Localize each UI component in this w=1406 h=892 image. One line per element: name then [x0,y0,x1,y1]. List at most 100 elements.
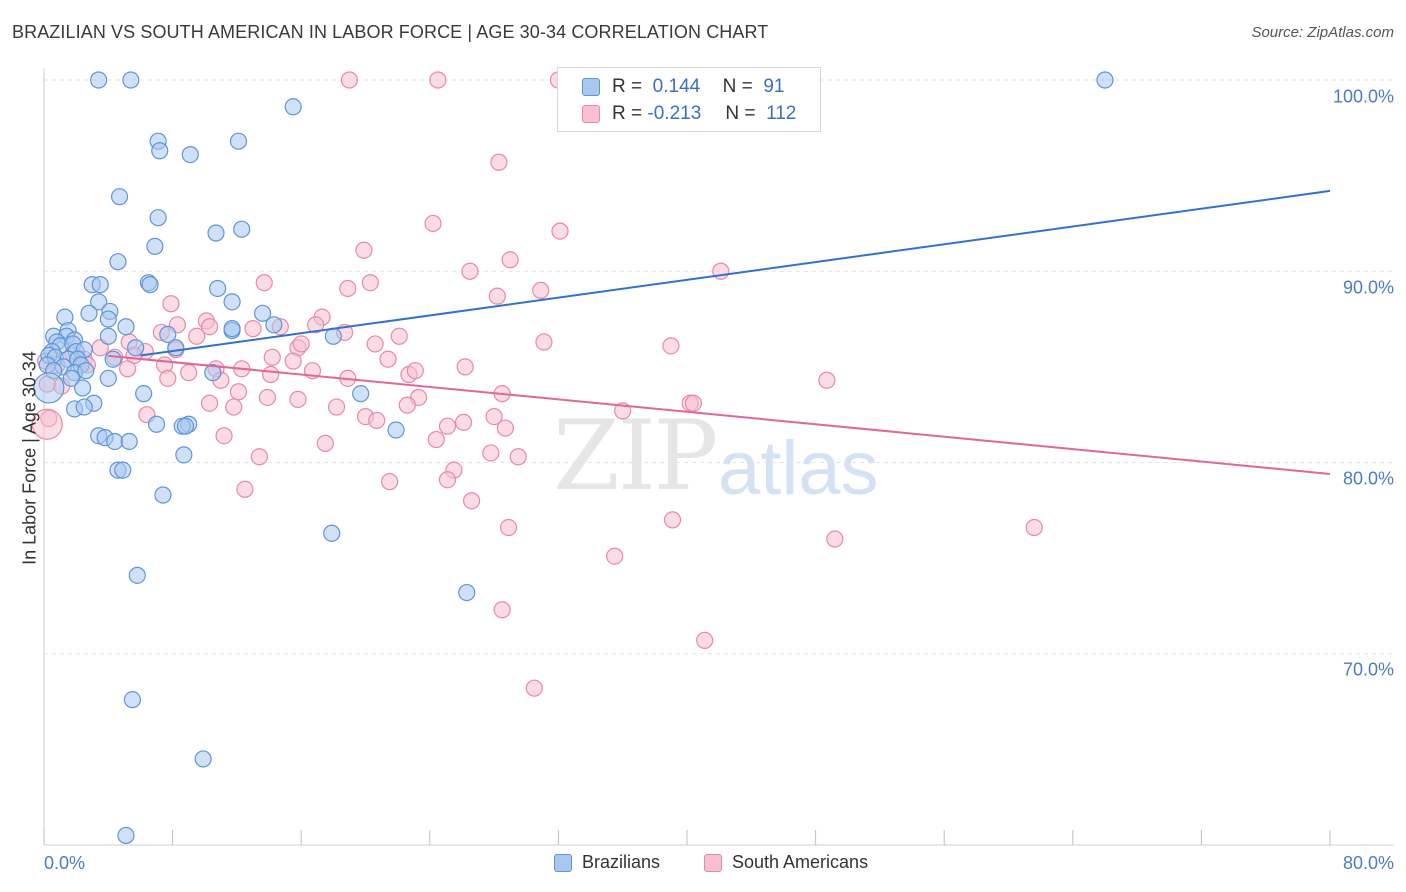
brazilian-point [229,132,248,150]
south-american-point [229,383,248,401]
south-american-point [406,362,424,380]
brazilian-point [167,339,185,357]
y-tick-90: 90.0% [1342,277,1394,298]
south-american-point [606,547,624,565]
legend-r-label: R = [612,103,643,124]
brazilian-point [127,339,145,357]
south-american-point [236,480,254,498]
brazilian-point [194,750,212,768]
south-americans-legend-swatch [704,853,722,872]
south-americans-points [31,71,1043,697]
watermark-atlas: atlas [718,426,879,511]
brazilian-point [209,279,227,298]
brazilian-point [114,461,132,479]
brazilian-point [117,318,135,336]
south-american-point [225,398,243,416]
brazilian-point [99,327,117,345]
south-american-point [462,492,481,510]
south-american-point [485,408,503,426]
south-american-point [490,153,508,171]
south-american-point [438,417,457,435]
brazilian-point [99,310,117,328]
brazilian-point [120,432,138,451]
south-americans-legend-label: South Americans [732,852,869,872]
south-american-point [493,601,511,619]
brazilian-point [77,362,95,380]
brazilian-point [117,826,135,845]
brazilian-point [90,71,108,89]
brazilians-swatch [582,78,600,96]
south-american-point [361,274,379,292]
brazilian-point [141,276,159,294]
brazilian-point [181,145,199,164]
south-american-point [398,396,416,414]
south-american-point [379,350,397,368]
south-americans-swatch [582,105,600,123]
south-american-point [366,335,384,353]
south-americans-trend-line [108,354,1331,475]
south-american-point [258,388,277,407]
south-american-point [180,364,198,382]
south-american-point [263,348,281,366]
brazilian-point [254,304,272,322]
bottom-legend-brazilians: Brazilians [554,852,660,873]
bottom-legend-south-americans: South Americans [704,852,868,873]
south-american-point [525,679,543,697]
x-tick-max: 80.0% [1342,853,1394,873]
south-american-point [250,448,269,466]
brazilians-legend-swatch [554,853,572,872]
brazilian-point [223,320,241,338]
brazilian-point [91,276,109,294]
south-american-point [162,295,180,313]
brazilian-point [1096,71,1114,89]
legend-r-south-americans: -0.213 [647,103,702,124]
brazilian-point [233,220,251,238]
south-american-point [501,251,519,269]
south-american-point [427,430,445,449]
south-american-point [535,333,553,351]
brazilian-point [135,385,153,403]
brazilians-trend-line [140,189,1331,357]
brazilian-point [73,379,92,397]
brazilian-point [159,325,177,343]
south-american-point [438,471,457,489]
brazilian-point [284,98,302,116]
brazilian-point [323,524,341,542]
south-american-point [188,327,206,345]
south-american-point [118,360,137,378]
south-american-point [826,530,844,548]
south-american-point [159,369,177,387]
y-axis-label: In Labor Force | Age 30-34 [19,351,40,565]
south-american-point [662,337,680,355]
brazilian-point [458,583,476,602]
south-american-point [255,274,273,292]
south-american-point [262,365,280,384]
y-tick-100: 100.0% [1332,86,1394,107]
legend-n-south-americans: 112 [766,103,797,124]
south-american-point [339,279,357,298]
brazilian-point [151,142,169,160]
brazilian-point [154,486,172,504]
brazilians-points [33,71,1114,845]
brazilians-legend-label: Brazilians [582,852,661,872]
south-american-point [316,434,334,452]
source-credit: Source: ZipAtlas.com [1251,24,1394,41]
brazilian-point [175,446,193,464]
brazilian-point [149,209,167,227]
y-tick-80: 80.0% [1342,468,1394,489]
watermark-zip: ZIP [553,400,718,512]
south-american-point [390,327,408,345]
brazilian-point [176,417,195,435]
brazilian-point [106,432,124,451]
south-american-point [307,316,325,334]
correlation-legend: R = 0.144 N = 91 R = -0.213 N = 112 [557,67,821,132]
south-american-point [340,71,359,89]
south-american-point [696,631,714,649]
brazilian-point [265,316,283,334]
brazilian-point [99,369,117,387]
south-american-point [461,262,479,280]
brazilian-point [123,691,142,709]
south-american-point [551,222,569,240]
south-american-point [200,318,219,336]
brazilian-point [62,369,80,387]
